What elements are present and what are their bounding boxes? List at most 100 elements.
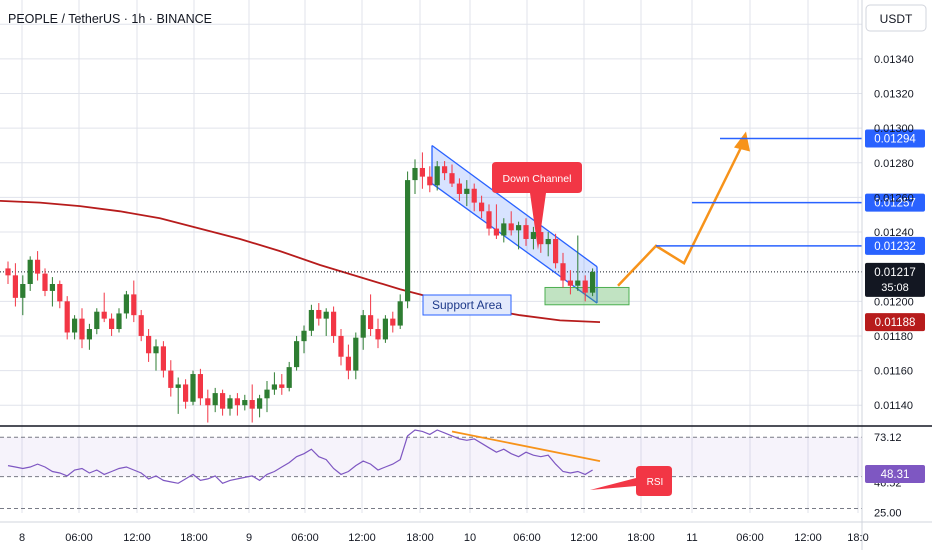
channel-callout-label: Down Channel — [503, 173, 572, 185]
rsi-line — [7, 429, 593, 485]
candle — [168, 370, 174, 388]
candle — [49, 284, 55, 291]
candle — [27, 259, 33, 284]
rsi-tick-label: 73.12 — [874, 432, 902, 444]
candle — [523, 225, 529, 239]
candle — [456, 183, 462, 194]
rsi-band-fill — [0, 437, 862, 477]
candle — [316, 309, 322, 319]
rsi-tick-label: 25.00 — [874, 508, 902, 520]
candle — [427, 176, 433, 186]
candle — [375, 329, 381, 340]
candle — [35, 259, 41, 274]
target-level-tag — [865, 129, 925, 148]
candle — [116, 313, 122, 330]
candle — [5, 268, 11, 276]
candle — [264, 389, 270, 399]
candle — [42, 273, 48, 291]
candle — [464, 188, 470, 194]
candle — [220, 393, 226, 409]
chart-title: PEOPLE / TetherUS · 1h · BINANCE — [8, 12, 212, 26]
candle — [101, 311, 107, 319]
x-tick-label: 18:0 — [847, 532, 868, 544]
candle — [397, 301, 403, 326]
candle — [72, 318, 78, 333]
target-level-label: 0.01257 — [874, 198, 916, 210]
countdown-label: 35:08 — [881, 282, 909, 294]
candle — [323, 311, 329, 319]
candle — [545, 238, 551, 245]
candle — [257, 398, 263, 409]
target-level-label: 0.01294 — [874, 134, 916, 146]
x-tick-label: 18:00 — [180, 532, 208, 544]
x-tick-label: 06:00 — [65, 532, 93, 544]
candle — [530, 232, 536, 239]
candle — [405, 180, 411, 302]
candle — [249, 400, 255, 409]
candle — [175, 384, 181, 388]
currency-button[interactable]: USDT — [865, 4, 927, 32]
candle — [538, 232, 544, 245]
candle — [12, 275, 18, 298]
x-tick-label: 11 — [686, 532, 697, 544]
candle — [338, 335, 344, 357]
candle — [331, 311, 337, 336]
candle — [516, 225, 522, 231]
candle — [190, 374, 196, 402]
candle — [109, 318, 115, 330]
candle — [382, 318, 388, 340]
x-tick-label: 12:00 — [123, 532, 151, 544]
support-label: Support Area — [432, 298, 502, 312]
candle — [471, 188, 477, 203]
x-tick-label: 18:00 — [406, 532, 434, 544]
candle — [146, 335, 152, 354]
candle — [308, 309, 314, 331]
candle — [123, 294, 129, 314]
candle — [590, 271, 596, 293]
current-price-label: 0.01217 — [874, 267, 916, 279]
channel-upper-line — [431, 144, 598, 268]
candle — [153, 346, 159, 354]
candle — [64, 301, 70, 333]
support-label-box — [422, 294, 512, 316]
candle — [183, 384, 189, 402]
candle — [131, 294, 137, 316]
x-tick-label: 06:00 — [291, 532, 319, 544]
x-tick-label: 9 — [246, 532, 252, 544]
candle — [301, 330, 307, 342]
rsi-value-tag — [865, 464, 925, 483]
candle — [434, 166, 440, 186]
candle — [567, 280, 573, 286]
target-level-tag — [865, 236, 925, 255]
candle — [575, 280, 581, 286]
candle — [286, 367, 292, 388]
candle — [368, 315, 374, 330]
candle — [20, 284, 26, 298]
y-tick-label: 0.01320 — [874, 89, 914, 101]
current-price-tag — [865, 262, 925, 297]
x-tick-label: 18:00 — [627, 532, 655, 544]
y-tick-label: 0.01140 — [874, 400, 913, 412]
candle — [412, 167, 418, 181]
candle — [353, 337, 359, 371]
x-tick-label: 06:00 — [513, 532, 541, 544]
candle — [212, 393, 218, 406]
candles — [5, 152, 596, 423]
y-tick-label: 0.01260 — [874, 192, 914, 204]
candle — [271, 384, 277, 390]
rsi-callout-label: RSI — [647, 477, 664, 488]
candle — [227, 398, 233, 409]
candle — [508, 223, 514, 231]
ma-price-tag — [865, 313, 925, 332]
x-tick-label: 06:00 — [736, 532, 764, 544]
candle — [419, 167, 425, 177]
ma-price-label: 0.01188 — [875, 317, 916, 329]
y-tick-label: 0.01180 — [874, 331, 913, 343]
y-tick-label: 0.01340 — [874, 54, 914, 66]
y-tick-label: 0.01200 — [874, 296, 914, 308]
